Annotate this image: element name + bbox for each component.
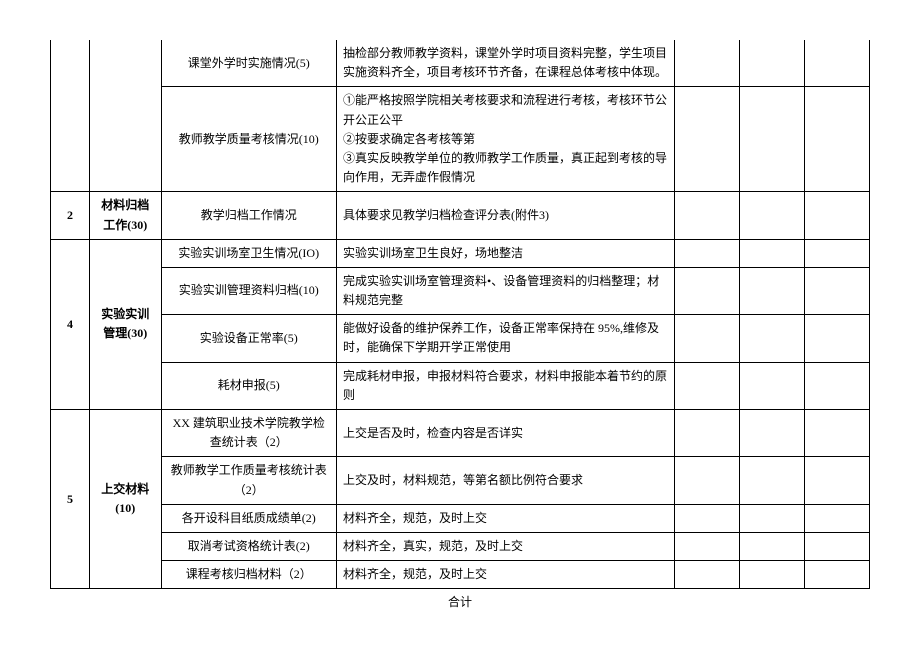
cell-blank [675, 362, 740, 409]
cell-blank [675, 410, 740, 457]
cell-blank [675, 40, 740, 87]
cell-blank [805, 315, 870, 362]
cell-blank [675, 87, 740, 192]
cell-item: 课程考核归档材料（2） [161, 561, 337, 589]
cell-blank [740, 532, 805, 560]
cell-desc: 实验实训场室卫生良好，场地整洁 [337, 239, 675, 267]
cell-blank [675, 504, 740, 532]
cell-item: 实验设备正常率(5) [161, 315, 337, 362]
cell-desc: 上交是否及时，检查内容是否详实 [337, 410, 675, 457]
table-footer: 合计 [51, 589, 870, 617]
cell-desc: 完成耗材申报，申报材料符合要求，材料申报能本着节约的原则 [337, 362, 675, 409]
cell-blank [675, 532, 740, 560]
table-row: 5 上交材料(10) XX 建筑职业技术学院教学检查统计表（2） 上交是否及时，… [51, 410, 870, 457]
cell-blank [740, 267, 805, 314]
cell-item: 各开设科目纸质成绩单(2) [161, 504, 337, 532]
cell-num: 4 [51, 239, 90, 409]
cell-blank [805, 532, 870, 560]
cell-desc: 具体要求见教学归档检查评分表(附件3) [337, 192, 675, 239]
cell-item: 实验实训管理资料归档(10) [161, 267, 337, 314]
cell-blank [805, 267, 870, 314]
cell-blank [740, 410, 805, 457]
table-row: 取消考试资格统计表(2) 材料齐全，真实，规范，及时上交 [51, 532, 870, 560]
cell-blank [675, 239, 740, 267]
table-row: 耗材申报(5) 完成耗材申报，申报材料符合要求，材料申报能本着节约的原则 [51, 362, 870, 409]
cell-desc: 材料齐全，规范，及时上交 [337, 504, 675, 532]
cell-blank [805, 410, 870, 457]
cell-cat: 上交材料(10) [90, 410, 162, 589]
cell-blank [675, 561, 740, 589]
item-text: XX 建筑职业技术学院教学检查统计表（2） [173, 416, 325, 449]
cell-desc: 完成实验实训场室管理资料•、设备管理资料的归档整理；材料规范完整 [337, 267, 675, 314]
cell-item: 教学归档工作情况 [161, 192, 337, 239]
cell-blank [805, 362, 870, 409]
table-row: 教师教学质量考核情况(10) ①能严格按照学院相关考核要求和流程进行考核，考核环… [51, 87, 870, 192]
cell-blank [805, 87, 870, 192]
cell-blank [805, 40, 870, 87]
cell-blank [805, 239, 870, 267]
cell-item: 取消考试资格统计表(2) [161, 532, 337, 560]
desc-text: 具体要求见教学归档检查评分表(附件3) [343, 208, 549, 222]
cell-blank [675, 267, 740, 314]
cell-blank [740, 457, 805, 504]
cell-item: XX 建筑职业技术学院教学检查统计表（2） [161, 410, 337, 457]
footer-cell: 合计 [51, 589, 870, 617]
table-row: 教师教学工作质量考核统计表（2） 上交及时，材料规范，等第名额比例符合要求 [51, 457, 870, 504]
cell-blank [740, 362, 805, 409]
cell-cat: 材料归档工作(30) [90, 192, 162, 239]
cell-blank [740, 504, 805, 532]
table-row: 各开设科目纸质成绩单(2) 材料齐全，规范，及时上交 [51, 504, 870, 532]
cell-num: 5 [51, 410, 90, 589]
cell-desc: 上交及时，材料规范，等第名额比例符合要求 [337, 457, 675, 504]
cell-item: 教师教学工作质量考核统计表（2） [161, 457, 337, 504]
cell-desc: 材料齐全，规范，及时上交 [337, 561, 675, 589]
cell-num: 2 [51, 192, 90, 239]
cell-item: 耗材申报(5) [161, 362, 337, 409]
cell-blank [740, 561, 805, 589]
table-row: 4 实验实训管理(30) 实验实训场室卫生情况(IO) 实验实训场室卫生良好，场… [51, 239, 870, 267]
cell-blank [805, 561, 870, 589]
cell-item: 课堂外学时实施情况(5) [161, 40, 337, 87]
desc-text: 能做好设备的维护保养工作，设备正常率保持在 95%,维修及时，能确保下学期开学正… [343, 321, 659, 354]
cell-desc: 抽检部分教师教学资料，课堂外学时项目资料完整，学生项目实施资料齐全，项目考核环节… [337, 40, 675, 87]
table-row: 课程考核归档材料（2） 材料齐全，规范，及时上交 [51, 561, 870, 589]
table-row: 2 材料归档工作(30) 教学归档工作情况 具体要求见教学归档检查评分表(附件3… [51, 192, 870, 239]
cell-desc: ①能严格按照学院相关考核要求和流程进行考核，考核环节公开公正公平 ②按要求确定各… [337, 87, 675, 192]
table-row: 实验实训管理资料归档(10) 完成实验实训场室管理资料•、设备管理资料的归档整理… [51, 267, 870, 314]
cell-blank [740, 239, 805, 267]
cell-blank [805, 504, 870, 532]
cell-blank [675, 457, 740, 504]
table-row: 课堂外学时实施情况(5) 抽检部分教师教学资料，课堂外学时项目资料完整，学生项目… [51, 40, 870, 87]
cell-blank [740, 87, 805, 192]
cell-blank [675, 192, 740, 239]
cell-item: 教师教学质量考核情况(10) [161, 87, 337, 192]
cell-desc: 材料齐全，真实，规范，及时上交 [337, 532, 675, 560]
cell-blank [740, 40, 805, 87]
cell-cat: 实验实训管理(30) [90, 239, 162, 409]
cell-blank [675, 315, 740, 362]
table-row: 实验设备正常率(5) 能做好设备的维护保养工作，设备正常率保持在 95%,维修及… [51, 315, 870, 362]
cell-desc: 能做好设备的维护保养工作，设备正常率保持在 95%,维修及时，能确保下学期开学正… [337, 315, 675, 362]
cell-item: 实验实训场室卫生情况(IO) [161, 239, 337, 267]
cell-blank [805, 192, 870, 239]
cell-blank [805, 457, 870, 504]
evaluation-table: 课堂外学时实施情况(5) 抽检部分教师教学资料，课堂外学时项目资料完整，学生项目… [50, 40, 870, 617]
cell-blank [740, 192, 805, 239]
cell-blank [740, 315, 805, 362]
cell-num [51, 40, 90, 192]
cell-cat [90, 40, 162, 192]
